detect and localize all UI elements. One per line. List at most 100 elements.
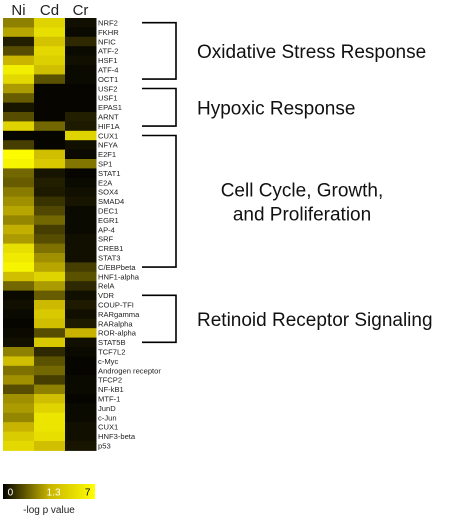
heatmap-cell [65, 159, 97, 169]
heatmap-cell [3, 83, 35, 94]
heatmap-cell [3, 243, 35, 254]
heatmap-cell [65, 112, 97, 122]
heatmap-cell [34, 93, 66, 104]
heatmap-cell [3, 300, 35, 310]
heatmap-cell [3, 394, 35, 404]
heatmap-cell [65, 140, 97, 151]
heatmap-cell [34, 271, 66, 282]
heatmap-cell [65, 403, 97, 414]
heatmap-cell [34, 130, 66, 141]
heatmap-cell [3, 196, 35, 207]
heatmap-cell [65, 300, 97, 310]
row-label: STAT3 [98, 254, 121, 263]
heatmap-cell [34, 140, 66, 151]
row-label: USF2 [98, 84, 117, 93]
heatmap-cell [3, 206, 35, 216]
row-label: MTF-1 [98, 395, 120, 404]
heatmap-cell [34, 422, 66, 433]
heatmap-cell [3, 140, 35, 151]
heatmap-cell [65, 55, 97, 66]
heatmap-cell [65, 18, 97, 28]
heatmap-cell [34, 83, 66, 94]
heatmap-cell [65, 121, 97, 132]
heatmap-cell [65, 149, 97, 160]
heatmap-cell [34, 441, 66, 451]
heatmap-cell [34, 177, 66, 188]
heatmap-cell [3, 290, 35, 301]
heatmap-cell [3, 36, 35, 47]
heatmap-cell [34, 403, 66, 414]
row-label: C/EBPbeta [98, 263, 136, 272]
heatmap-cell [3, 65, 35, 75]
heatmap-cell [65, 384, 97, 395]
row-label: HSF1 [98, 56, 117, 65]
heatmap-cell [34, 365, 66, 376]
heatmap-cell [34, 112, 66, 122]
colorbar-gradient [3, 484, 95, 499]
row-label: ATF-4 [98, 66, 119, 75]
heatmap-cell [34, 206, 66, 216]
group-label: Cell Cycle, Growth, [221, 180, 384, 201]
heatmap-cell [3, 46, 35, 57]
heatmap-cell [65, 394, 97, 404]
heatmap-cell [3, 337, 35, 348]
heatmap-cell [34, 224, 66, 235]
heatmap-cell [3, 328, 35, 339]
heatmap-cell [65, 83, 97, 94]
heatmap-cell [3, 403, 35, 414]
column-header: Cr [73, 2, 89, 19]
heatmap-cell [34, 309, 66, 320]
heatmap-cell [34, 243, 66, 254]
row-label: ARNT [98, 113, 119, 122]
column-header: Ni [11, 2, 25, 19]
heatmap-cell [3, 356, 35, 367]
group-bracket [142, 87, 177, 127]
heatmap-cell [65, 337, 97, 348]
heatmap-cell [34, 102, 66, 113]
group-bracket [142, 294, 177, 344]
row-label: CUX1 [98, 131, 118, 140]
heatmap-cell [65, 196, 97, 207]
heatmap-cell [65, 318, 97, 329]
heatmap-cell [34, 318, 66, 329]
heatmap-cell [65, 412, 97, 423]
heatmap-cell [65, 215, 97, 226]
heatmap-cell [65, 328, 97, 339]
row-label: JunD [98, 404, 116, 413]
heatmap-cell [3, 422, 35, 433]
row-label: SOX4 [98, 188, 118, 197]
heatmap-cell [34, 159, 66, 169]
heatmap-cell [65, 431, 97, 442]
colorbar: 0 1.3 7 -log p value [3, 484, 95, 516]
colorbar-tick-label: 1.3 [47, 488, 61, 499]
group-label: Hypoxic Response [197, 98, 355, 119]
heatmap-cell [65, 102, 97, 113]
row-label: DEC1 [98, 207, 118, 216]
row-label: EPAS1 [98, 103, 122, 112]
heatmap-cell [34, 18, 66, 28]
row-label: COUP-TFI [98, 301, 134, 310]
heatmap-cell [34, 262, 66, 273]
heatmap-cell [65, 234, 97, 245]
group-bracket [142, 21, 177, 80]
row-label: ROR-alpha [98, 329, 137, 338]
column-header: Cd [40, 2, 59, 19]
row-label: CUX1 [98, 423, 118, 432]
heatmap-cell [65, 422, 97, 433]
heatmap-cell [3, 93, 35, 104]
heatmap-cell [3, 431, 35, 442]
row-label: SP1 [98, 160, 112, 169]
heatmap-cell [3, 318, 35, 329]
heatmap-cell [34, 65, 66, 75]
heatmap-cell [34, 253, 66, 263]
row-labels: NRF2FKHRNFICATF-2HSF1ATF-4OCT1USF2USF1EP… [98, 19, 161, 451]
row-label: HNF3-beta [98, 432, 136, 441]
heatmap-cell [65, 309, 97, 320]
heatmap-cell [34, 234, 66, 245]
heatmap-cell [65, 46, 97, 57]
row-label: STAT5B [98, 338, 126, 347]
row-label: TFCP2 [98, 376, 122, 385]
heatmap-cell [3, 168, 35, 179]
heatmap-cell [65, 130, 97, 141]
